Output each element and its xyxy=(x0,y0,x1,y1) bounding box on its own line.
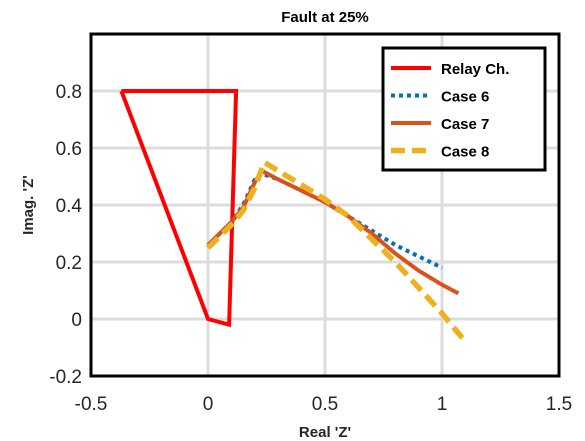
y-axis-label: Imag. 'Z' xyxy=(20,175,37,235)
chart-title: Fault at 25% xyxy=(281,9,369,26)
x-tick-labels: -0.5 0 0.5 1 1.5 xyxy=(75,394,573,415)
y-tick-label: 0.4 xyxy=(56,196,83,217)
x-tick-label: 1.5 xyxy=(546,394,572,415)
series-line-case-8 xyxy=(206,158,468,344)
series-line-case-7 xyxy=(206,168,460,296)
x-tick-label: 0.5 xyxy=(312,394,338,415)
y-tick-label: 0.2 xyxy=(56,253,82,274)
legend-label-case-7: Case 7 xyxy=(441,116,489,133)
plot-frame xyxy=(89,32,561,378)
legend-label-relay-ch: Relay Ch. xyxy=(441,61,509,78)
y-tick-label: 0.8 xyxy=(56,82,82,103)
x-tick-label: 0 xyxy=(203,394,214,415)
legend-label-case-8: Case 8 xyxy=(441,144,489,161)
x-axis-label: Real 'Z' xyxy=(299,424,351,441)
y-tick-label: 0 xyxy=(71,310,82,331)
legend: Relay Ch. Case 6 Case 7 Case 8 xyxy=(381,46,547,172)
y-tick-label: -0.2 xyxy=(49,367,82,388)
y-tick-labels: -0.2 0 0.2 0.4 0.6 0.8 xyxy=(49,82,82,388)
series-group xyxy=(119,89,468,344)
x-tick-label: 1 xyxy=(437,394,448,415)
legend-label-case-6: Case 6 xyxy=(441,89,489,106)
y-tick-label: 0.6 xyxy=(56,139,82,160)
series-line-relay-ch xyxy=(119,89,239,328)
x-tick-label: -0.5 xyxy=(75,394,108,415)
